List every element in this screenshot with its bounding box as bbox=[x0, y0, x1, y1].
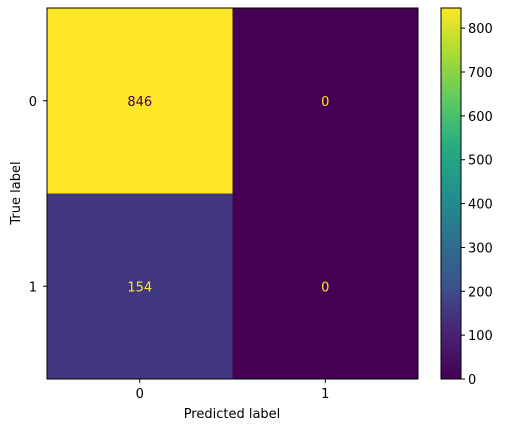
colorbar-tick-label: 500 bbox=[468, 154, 493, 169]
cell-value-label: 0 bbox=[321, 95, 329, 110]
y-tick-label: 0 bbox=[29, 95, 37, 110]
colorbar-tick-label: 800 bbox=[468, 22, 493, 37]
colorbar-tick-label: 600 bbox=[468, 110, 493, 125]
cell-value-label: 154 bbox=[127, 280, 152, 295]
x-tick-label: 0 bbox=[136, 387, 144, 402]
colorbar-tick-label: 400 bbox=[468, 198, 493, 213]
y-tick-label: 1 bbox=[29, 280, 37, 295]
cell-value-label: 846 bbox=[127, 95, 152, 110]
colorbar-tick-label: 700 bbox=[468, 66, 493, 81]
matrix-cell bbox=[232, 193, 418, 379]
x-tick-label: 1 bbox=[321, 387, 329, 402]
colorbar: 0 100 200 300 400 500 600 700 800 bbox=[440, 7, 493, 388]
cell-value-label: 0 bbox=[321, 280, 329, 295]
y-axis-label: True label bbox=[9, 161, 24, 225]
colorbar-tick-label: 100 bbox=[468, 329, 493, 344]
matrix-frame bbox=[46, 7, 419, 380]
matrix-cell bbox=[232, 8, 418, 194]
colorbar-tick-label: 0 bbox=[468, 373, 476, 388]
x-axis-label: Predicted label bbox=[184, 407, 281, 422]
matrix-cell bbox=[47, 8, 233, 194]
colorbar-tick-label: 200 bbox=[468, 285, 493, 300]
matrix-cells: 846 0 154 0 bbox=[47, 8, 418, 379]
colorbar-gradient bbox=[440, 7, 462, 380]
colorbar-tick-label: 300 bbox=[468, 241, 493, 256]
y-axis-ticks: 01 bbox=[29, 95, 47, 295]
matrix-cell bbox=[47, 193, 233, 379]
